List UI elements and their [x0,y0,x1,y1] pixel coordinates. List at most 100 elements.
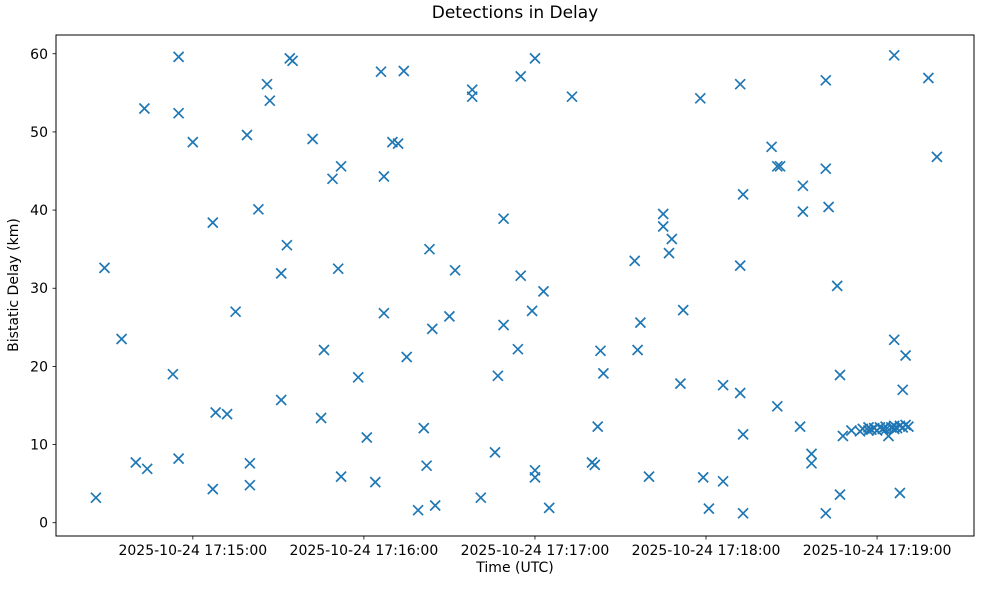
scatter-point [797,205,809,218]
scatter-point [412,504,424,516]
scatter-point [674,377,687,390]
scatter-point [418,422,430,434]
scatter-point [306,133,319,145]
scatter-point [765,141,778,153]
scatter-point [822,201,835,213]
scatter-point [352,371,364,383]
y-axis-label: Bistatic Delay (km) [6,218,22,352]
scatter-point [207,483,219,495]
scatter-point [657,220,669,233]
y-tick-label: 50 [30,125,48,141]
scatter-point [286,55,299,67]
scatter-point [261,78,273,90]
y-tick-label: 20 [30,359,48,375]
scatter-point [931,151,943,163]
scatter-point [634,316,647,329]
scatter-point [512,343,524,355]
scatter-point [717,475,729,487]
scatter-point [335,470,347,483]
scatter-point [703,502,715,515]
x-tick-label: 2025-10-24 17:15:00 [118,543,267,559]
scatter-point [737,507,749,519]
scatter-point [138,102,151,115]
scatter-point [475,492,487,504]
scatter-point [398,65,410,77]
scatter-point [244,457,256,469]
scatter-point [401,351,413,363]
scatter-point [449,264,461,276]
scatter-point [361,431,373,444]
scatter-point [774,160,786,172]
scatter-point [697,471,709,484]
scatter-point [98,262,111,274]
scatter-point [466,91,478,103]
scatter-point [737,188,749,201]
scatter-point [734,387,746,399]
scatter-point [426,323,438,335]
scatter-point [281,239,293,251]
scatter-point [332,263,344,275]
scatter-point [497,213,510,225]
scatter-point [529,471,541,484]
scatter-point [862,424,875,437]
scatter-point [241,129,253,141]
scatter-point [515,270,527,282]
scatter-point [423,243,436,255]
scatter-point [594,345,607,357]
scatter-point [326,173,339,185]
scatter-point [717,379,729,391]
scatter-point [167,368,179,380]
y-tick-label: 0 [39,516,48,532]
scatter-point [275,394,287,406]
scatter-point [894,487,906,499]
x-tick-label: 2025-10-24 17:19:00 [803,543,952,559]
scatter-point [229,306,242,318]
scatter-point [115,333,128,345]
scatter-point [694,92,706,104]
scatter-point [797,180,809,192]
scatter-point [589,459,601,471]
scatter-point [210,406,222,419]
scatter-point [566,91,578,103]
scatter-point [275,267,287,280]
scatter-point [663,247,675,259]
scatter-point [515,70,527,83]
x-tick-label: 2025-10-24 17:16:00 [290,543,439,559]
scatter-point [888,49,900,61]
scatter-point [187,136,199,148]
scatter-point [244,479,256,491]
scatter-point [130,456,142,469]
scatter-point [172,51,185,63]
y-tick-label: 30 [30,281,48,297]
scatter-point [592,420,604,433]
scatter-point [834,369,846,381]
scatter-point [335,160,347,172]
scatter-point [820,163,832,175]
scatter-point [834,488,846,501]
scatter-point [543,502,555,514]
scatter-point [805,448,818,460]
scatter-point [902,420,915,433]
x-tick-label: 2025-10-24 17:17:00 [461,543,610,559]
scatter-point [805,457,818,469]
y-tick-label: 10 [30,438,48,454]
scatter-point [771,400,783,412]
scatter-point [922,72,935,84]
axes-spines [55,34,975,537]
scatter-point [375,66,387,78]
scatter-point [820,507,832,519]
scatter-point [315,412,327,424]
scatter-point [737,428,749,441]
scatter-point [252,203,265,215]
scatter-point [537,285,550,298]
x-tick-label: 2025-10-24 17:18:00 [632,543,781,559]
scatter-point [492,370,504,382]
scatter-point [837,430,849,442]
scatter-point [141,463,153,475]
scatter-point [318,344,330,356]
scatter-point [378,170,390,183]
scatter-point [420,460,433,472]
scatter-point [631,344,644,356]
